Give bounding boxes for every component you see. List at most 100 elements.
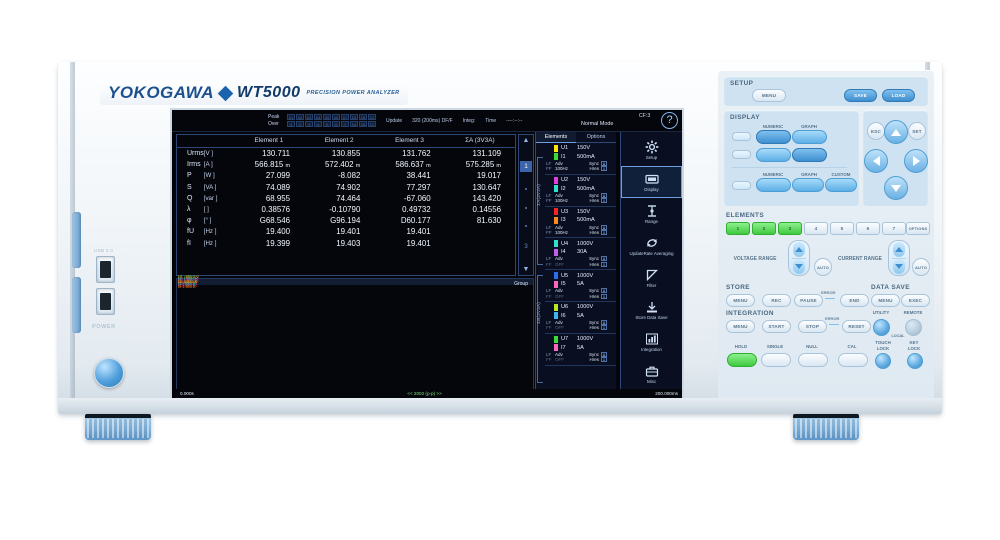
integration-stop-button[interactable]: STOP <box>798 320 827 333</box>
esc-button[interactable]: ESC <box>867 122 885 140</box>
display-graph-button-1[interactable] <box>792 130 827 144</box>
current-range-stepper[interactable] <box>888 240 910 276</box>
voltage-range-stepper[interactable] <box>788 240 810 276</box>
page-indicator-current[interactable]: 1 <box>520 160 532 172</box>
rail-item-display[interactable]: Display <box>621 166 682 198</box>
element-button-6[interactable]: 6 <box>856 222 880 235</box>
integration-reset-button[interactable]: RESET <box>842 320 871 333</box>
integration-start-button[interactable]: START <box>762 320 791 333</box>
element-group[interactable]: U3 150V I3 500mA LF Adv Sync U FF 100Hz Hres 1 <box>545 207 616 239</box>
element-current-row[interactable]: I3 500mA <box>545 216 616 225</box>
element-voltage-row[interactable]: U5 1000V <box>545 271 616 280</box>
element-voltage-row[interactable]: U7 1000V <box>545 335 616 344</box>
rail-item-filter[interactable]: Filter <box>621 262 682 294</box>
voltage-auto-button[interactable]: AUTO <box>814 258 832 276</box>
nav-up-button[interactable] <box>884 120 908 144</box>
sync-source-box[interactable]: U <box>601 256 607 262</box>
usb-port-2[interactable] <box>96 288 115 315</box>
element-groups[interactable]: U1 150V I1 500mA LF Adv Sync U FF 100Hz Hres 1 U2 150… <box>536 143 616 366</box>
element-voltage-row[interactable]: U2 150V <box>545 176 616 185</box>
element-button-1[interactable]: 1 <box>726 222 750 235</box>
hres-source-box[interactable]: 1 <box>601 198 607 204</box>
page-dot-1[interactable] <box>525 188 527 190</box>
hres-source-box[interactable]: 1 <box>601 325 607 331</box>
element-current-row[interactable]: I1 500mA <box>545 153 616 162</box>
elements-tabs[interactable]: Elements Options <box>536 132 616 143</box>
setup-save-button[interactable]: SAVE <box>844 89 877 102</box>
function-rail[interactable]: Setup Display Range UpdateRate Averaging Fil… <box>620 132 682 400</box>
store-rec-button[interactable]: REC <box>762 294 791 307</box>
rail-item-updaterate-averaging[interactable]: UpdateRate Averaging <box>621 230 682 262</box>
sync-source-box[interactable]: U <box>601 320 607 326</box>
display-custom-button[interactable] <box>825 178 857 192</box>
single-button[interactable] <box>761 353 791 367</box>
usb-port-1[interactable] <box>96 256 115 283</box>
element-button-2[interactable]: 2 <box>752 222 776 235</box>
element-current-row[interactable]: I5 5A <box>545 280 616 289</box>
sync-source-box[interactable]: U <box>601 288 607 294</box>
help-icon[interactable]: ? <box>661 112 678 129</box>
store-end-button[interactable]: END <box>840 294 869 307</box>
rail-item-integration[interactable]: Integration <box>621 326 682 358</box>
element-voltage-row[interactable]: U6 1000V <box>545 303 616 312</box>
element-button-4[interactable]: 4 <box>804 222 828 235</box>
element-button-5[interactable]: 5 <box>830 222 854 235</box>
data-save-menu-button[interactable]: MENU <box>871 294 900 307</box>
element-group[interactable]: U4 1000V I4 30A LF Adv Sync U FF OFF Hres 1 <box>545 238 616 271</box>
data-save-exec-button[interactable]: EXEC <box>901 294 930 307</box>
display-select-row2[interactable] <box>732 150 751 159</box>
current-range-up[interactable] <box>893 242 905 257</box>
display-numeric-button-1[interactable] <box>756 130 791 144</box>
voltage-range-down[interactable] <box>793 259 805 274</box>
current-range-down[interactable] <box>893 259 905 274</box>
element-group[interactable]: U2 150V I2 500mA LF Adv Sync U FF 100Hz Hres 1 <box>545 175 616 207</box>
scroll-up-icon[interactable]: ▲ <box>522 137 530 144</box>
voltage-range-up[interactable] <box>793 242 805 257</box>
nav-left-button[interactable] <box>864 149 888 173</box>
element-group[interactable]: U5 1000V I5 5A LF Adv Sync U FF OFF Hres 1 <box>545 270 616 303</box>
display-graph-button-2[interactable] <box>792 148 827 162</box>
element-current-row[interactable]: I7 5A <box>545 343 616 352</box>
instrument-display[interactable]: Peak U1 U2 U3 U4 U5 U6 U7 ΣA ΣB ΣC Over I1 I2 I3 I4 I… <box>170 108 684 402</box>
scroll-down-icon[interactable]: ▼ <box>522 266 530 273</box>
current-auto-button[interactable]: AUTO <box>912 258 930 276</box>
elements-panel[interactable]: Elements Options ΣA(3V3A) ΣB(3V3A) U1 150… <box>535 132 616 400</box>
sync-source-box[interactable]: U <box>601 224 607 230</box>
null-button[interactable] <box>798 353 828 367</box>
elements-options-button[interactable]: OPTIONS <box>906 222 930 235</box>
rail-item-range[interactable]: Range <box>621 198 682 230</box>
hold-button[interactable] <box>727 353 757 367</box>
waveform-area[interactable]: Group U1 450.0 V U1 -450.0 V I1 1.500 A I1 … <box>176 274 534 398</box>
element-current-row[interactable]: I6 5A <box>545 312 616 321</box>
hres-source-box[interactable]: 1 <box>601 293 607 299</box>
hres-source-box[interactable]: 1 <box>601 166 607 172</box>
setup-menu-button[interactable]: MENU <box>752 89 786 102</box>
tab-options[interactable]: Options <box>576 132 616 143</box>
hres-source-box[interactable]: 1 <box>601 261 607 267</box>
sync-source-box[interactable]: U <box>601 192 607 198</box>
nav-down-button[interactable] <box>884 176 908 200</box>
element-voltage-row[interactable]: U1 150V <box>545 144 616 153</box>
control-panel[interactable]: SETUP MENU SAVE LOAD DISPLAY NUMERIC GRA… <box>718 70 934 400</box>
table-scrollbar[interactable]: ▲ 1 3 ▼ <box>518 134 534 276</box>
hres-source-box[interactable]: 1 <box>601 357 607 363</box>
page-dot-3[interactable] <box>525 225 527 227</box>
tab-elements[interactable]: Elements <box>536 132 576 143</box>
sync-source-box[interactable]: U <box>601 161 607 166</box>
element-button-7[interactable]: 7 <box>882 222 906 235</box>
element-group[interactable]: U6 1000V I6 5A LF Adv Sync U FF OFF Hres 1 <box>545 302 616 334</box>
cal-button[interactable] <box>838 353 868 367</box>
page-dot-2[interactable] <box>525 206 527 209</box>
rail-item-store-data-save[interactable]: Store Data Save <box>621 294 682 326</box>
sync-source-box[interactable]: U <box>601 351 607 357</box>
utility-button[interactable] <box>873 319 890 336</box>
element-current-row[interactable]: I4 30A <box>545 248 616 257</box>
element-voltage-row[interactable]: U3 150V <box>545 208 616 217</box>
remote-button[interactable] <box>905 319 922 336</box>
display-graph-button-3[interactable] <box>792 178 824 192</box>
element-current-row[interactable]: I2 500mA <box>545 184 616 193</box>
display-select-row1[interactable] <box>732 132 751 141</box>
store-pause-button[interactable]: PAUSE <box>794 294 823 307</box>
store-menu-button[interactable]: MENU <box>726 294 755 307</box>
element-group[interactable]: U7 1000V I7 5A LF Adv Sync U FF OFF Hres 1 <box>545 334 616 366</box>
